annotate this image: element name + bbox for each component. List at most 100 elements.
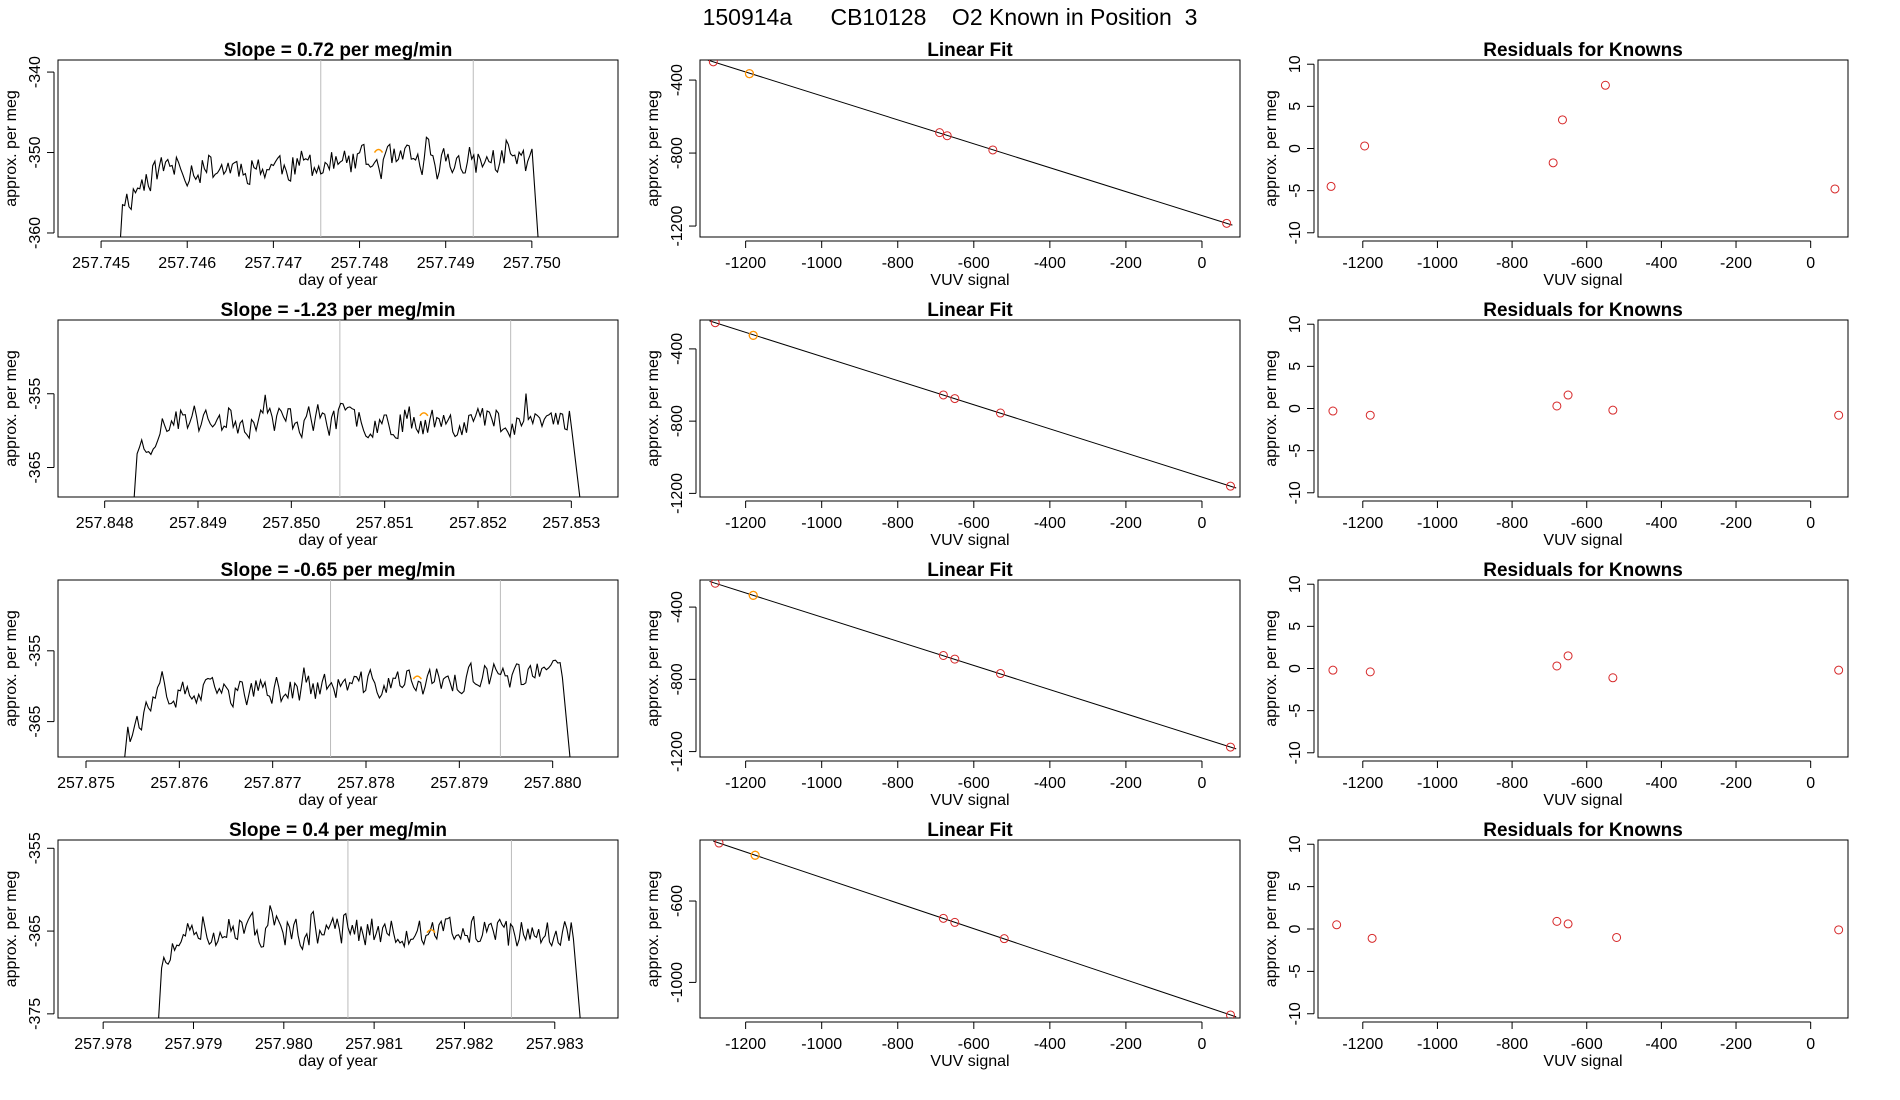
data-point	[708, 60, 718, 67]
panel-title: Residuals for Knowns	[1483, 40, 1683, 61]
data-point	[1557, 115, 1567, 125]
data-point	[999, 934, 1009, 944]
panel-6: -1200 -1000 -800 -600 -400 -200 0 VUV signal -40…	[645, 319, 1241, 549]
plot-frame	[57, 319, 619, 498]
plot-area	[1326, 80, 1840, 194]
panel-title: Slope = -0.65 per meg/min	[221, 560, 456, 581]
plot-frame	[57, 839, 619, 1019]
data-point	[1834, 665, 1844, 675]
x-tick-label: 257.748	[331, 255, 389, 272]
x-tick-label: 257.747	[244, 255, 302, 272]
panel-title: Linear Fit	[927, 40, 1013, 61]
x-tick-label: 257.982	[436, 1036, 494, 1053]
y-tick-label: -400	[669, 64, 686, 96]
plot-frame	[1317, 319, 1849, 498]
y-tick-label: 0	[1287, 664, 1304, 673]
panel-title: Linear Fit	[927, 820, 1013, 841]
x-tick-label: -600	[1571, 255, 1603, 272]
y-axis-label: approx. per meg	[645, 90, 662, 207]
y-tick-label: -400	[669, 591, 686, 623]
plot-frame	[699, 579, 1241, 758]
x-tick-label: -200	[1720, 1036, 1752, 1053]
data-point	[1225, 481, 1235, 491]
panel-title: Slope = 0.72 per meg/min	[224, 40, 453, 61]
y-tick-label: -800	[669, 663, 686, 695]
x-tick-label: 0	[1198, 775, 1207, 792]
x-tick-label: -600	[958, 1036, 990, 1053]
x-tick-label: 0	[1198, 255, 1207, 272]
plot-area	[709, 320, 1237, 491]
y-tick-label: 0	[1287, 404, 1304, 413]
y-tick-label: 10	[1287, 835, 1304, 853]
x-tick-label: 257.876	[150, 775, 208, 792]
trace-line	[119, 136, 539, 237]
plot-area	[1328, 390, 1844, 420]
data-point	[1834, 410, 1844, 420]
x-tick-label: 257.852	[449, 515, 507, 532]
plot-area	[1328, 651, 1844, 683]
x-tick-label: -400	[1034, 1036, 1066, 1053]
panel-1: 257.745 257.746 257.747 257.748 257.749 257.7…	[3, 56, 619, 289]
x-tick-label: -400	[1034, 775, 1066, 792]
x-tick-label: -1200	[725, 515, 766, 532]
panel-11: -1200 -1000 -800 -600 -400 -200 0 VUV signal 10 5…	[1263, 575, 1849, 809]
x-tick-label: -600	[1571, 775, 1603, 792]
x-tick-label: -1200	[725, 1036, 766, 1053]
y-tick-label: 0	[1287, 144, 1304, 153]
y-tick-label: -10	[1287, 1002, 1304, 1025]
x-tick-label: 257.981	[345, 1036, 403, 1053]
x-axis-label: VUV signal	[930, 1053, 1009, 1070]
plot-frame	[699, 59, 1241, 238]
plot-frame	[699, 839, 1241, 1019]
y-tick-label: 0	[1287, 924, 1304, 933]
y-axis-label: approx. per meg	[645, 350, 662, 467]
y-tick-label: 5	[1287, 622, 1304, 631]
plot-area	[709, 580, 1237, 752]
y-axis-label: approx. per meg	[1263, 610, 1280, 727]
x-tick-label: 257.980	[255, 1036, 313, 1053]
y-axis-label: approx. per meg	[1263, 871, 1280, 988]
x-axis-label: VUV signal	[1543, 532, 1622, 549]
x-tick-label: 257.978	[74, 1036, 132, 1053]
x-tick-label: 0	[1198, 1036, 1207, 1053]
plot-area	[133, 320, 581, 497]
x-tick-label: -200	[1720, 255, 1752, 272]
panel-10: -1200 -1000 -800 -600 -400 -200 0 VUV signal 10 5…	[1263, 315, 1849, 549]
x-tick-label: -1000	[801, 775, 842, 792]
data-point	[1365, 667, 1375, 677]
x-tick-label: -400	[1034, 515, 1066, 532]
panel-5: -1200 -1000 -800 -600 -400 -200 0 VUV signal -40…	[645, 59, 1241, 289]
x-axis-label: day of year	[298, 272, 378, 289]
plot-area	[124, 580, 571, 757]
x-tick-label: 257.749	[417, 255, 475, 272]
y-tick-label: 5	[1287, 102, 1304, 111]
x-tick-label: 257.745	[72, 255, 130, 272]
x-tick-label: -800	[1496, 515, 1528, 532]
panel-title: Residuals for Knowns	[1483, 300, 1683, 321]
x-axis-label: day of year	[298, 1053, 378, 1070]
data-point	[1552, 661, 1562, 671]
x-tick-label: -1200	[1342, 775, 1383, 792]
y-tick-label: -5	[1287, 703, 1304, 717]
x-tick-label: 257.875	[57, 775, 115, 792]
panel-4: 257.978 257.979 257.980 257.981 257.982 257.9…	[3, 832, 619, 1070]
plot-frame	[1317, 59, 1849, 238]
y-tick-label: -400	[669, 333, 686, 365]
data-point	[1600, 80, 1610, 90]
data-point	[714, 840, 724, 848]
x-tick-label: -1000	[801, 1036, 842, 1053]
data-point	[1326, 181, 1336, 191]
data-point	[1563, 919, 1573, 929]
plot-area	[119, 60, 539, 237]
x-tick-label: -1200	[1342, 1036, 1383, 1053]
x-axis-label: VUV signal	[930, 272, 1009, 289]
x-tick-label: 257.851	[356, 515, 414, 532]
data-point	[1360, 141, 1370, 151]
y-axis-label: approx. per meg	[1263, 350, 1280, 467]
y-tick-label: -1200	[669, 473, 686, 514]
x-tick-label: -800	[882, 775, 914, 792]
highlight-point	[744, 69, 755, 79]
data-point	[1608, 405, 1618, 415]
y-tick-label: 5	[1287, 362, 1304, 371]
